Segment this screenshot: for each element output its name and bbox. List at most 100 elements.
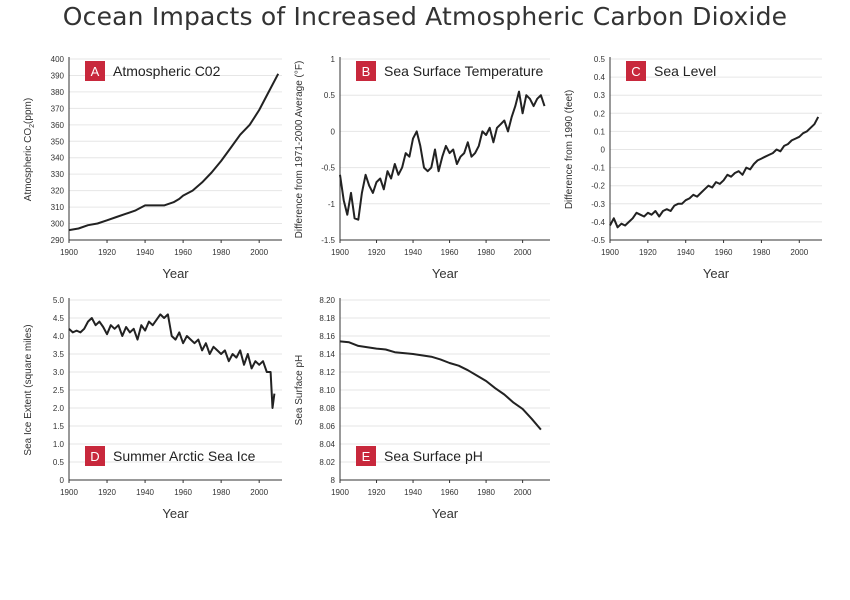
y-tick-label: 350: [51, 137, 65, 146]
y-tick-label: 8.10: [319, 386, 335, 395]
y-tick-label: 380: [51, 88, 65, 97]
panel-title: Atmospheric C02: [113, 63, 221, 79]
y-tick-label: 0.5: [594, 55, 606, 64]
y-tick-label: 340: [51, 154, 65, 163]
y-tick-label: 1: [331, 55, 336, 64]
y-tick-label: 1.0: [53, 440, 65, 449]
y-tick-label: 400: [51, 55, 65, 64]
chart-e: 8 8.02 8.04 8.06 8.08 8.10 8.12 8.14 8.16 8.18 8.2…: [294, 296, 550, 521]
panel-badge: [85, 446, 105, 466]
panel-badge: [356, 446, 376, 466]
x-axis-label: Year: [703, 266, 730, 281]
y-tick-label: 3.5: [53, 350, 65, 359]
x-tick-label: 1960: [715, 248, 733, 257]
x-tick-label: 1960: [441, 248, 459, 257]
y-tick-label: 290: [51, 236, 65, 245]
x-tick-label: 1920: [368, 488, 386, 497]
y-tick-label: 330: [51, 170, 65, 179]
y-tick-label: -0.5: [591, 236, 605, 245]
x-tick-label: 1980: [477, 488, 495, 497]
panel-badge-letter: B: [362, 64, 371, 79]
x-tick-label: 1920: [368, 248, 386, 257]
y-axis-label: Atmospheric CO2(ppm): [23, 98, 36, 201]
panel-badge-letter: E: [362, 449, 371, 464]
y-tick-label: 310: [51, 203, 65, 212]
x-tick-label: 2000: [514, 488, 532, 497]
panel-badge: [85, 61, 105, 81]
y-tick-label: -0.1: [591, 164, 605, 173]
x-tick-label: 1980: [212, 488, 230, 497]
y-tick-label: 8.04: [319, 440, 335, 449]
x-tick-label: 1960: [174, 488, 192, 497]
x-tick-label: 1920: [639, 248, 657, 257]
chart-d: 0 0.5 1.0 1.5 2.0 2.5 3.0 3.5 4.0 4.5 5.0 1900 1920 1…: [23, 296, 282, 521]
y-tick-label: 5.0: [53, 296, 65, 305]
x-tick-label: 1940: [136, 488, 154, 497]
chart-c: -0.5 -0.4 -0.3 -0.2 -0.1 0 0.1 0.2 0.3 0.4 0.5 1900…: [564, 55, 822, 281]
x-tick-label: 1920: [98, 248, 116, 257]
y-tick-label: 4.5: [53, 314, 65, 323]
x-axis-label: Year: [162, 506, 189, 521]
y-tick-label: 8.20: [319, 296, 335, 305]
y-tick-label: 360: [51, 121, 65, 130]
panel-badge-letter: C: [631, 64, 640, 79]
y-tick-label: 0.5: [324, 91, 336, 100]
y-tick-label: 0.3: [594, 91, 606, 100]
y-tick-label: 3.0: [53, 368, 65, 377]
y-tick-label: 2.5: [53, 386, 65, 395]
y-tick-label: 4.0: [53, 332, 65, 341]
panel-badge: [626, 61, 646, 81]
panel-title: Sea Surface Temperature: [384, 63, 543, 79]
y-tick-label: -0.4: [591, 218, 605, 227]
y-tick-label: 0.5: [53, 458, 65, 467]
x-tick-label: 1940: [136, 248, 154, 257]
panel-title: Sea Surface pH: [384, 448, 483, 464]
panel-title: Sea Level: [654, 63, 716, 79]
y-tick-label: 0.1: [594, 127, 606, 136]
y-tick-label: -1: [328, 200, 336, 209]
y-tick-label: 8: [331, 476, 336, 485]
y-axis-label: Sea Surface pH: [294, 355, 305, 426]
chart-a: 290 300 310 320 330 340 350 360 370 380 390 400 1900…: [23, 55, 282, 281]
x-tick-label: 1980: [212, 248, 230, 257]
y-tick-label: 390: [51, 71, 65, 80]
y-tick-label: 8.12: [319, 368, 335, 377]
x-tick-label: 1940: [404, 488, 422, 497]
x-tick-label: 1900: [601, 248, 619, 257]
y-tick-label: -0.2: [591, 182, 605, 191]
y-axis-label: Difference from 1971-2000 Average (°F): [294, 61, 305, 239]
chart-b: -1.5 -1 -0.5 0 0.5 1 1900 1920 1940 1960 1980 2000 Y…: [294, 55, 550, 281]
figure-title: Ocean Impacts of Increased Atmospheric C…: [62, 2, 788, 31]
x-axis-label: Year: [162, 266, 189, 281]
x-tick-label: 1980: [477, 248, 495, 257]
series-line: [68, 73, 280, 232]
x-tick-label: 1920: [98, 488, 116, 497]
y-tick-label: 2.0: [53, 404, 65, 413]
series-line: [339, 340, 542, 431]
y-tick-label: 8.06: [319, 422, 335, 431]
x-tick-label: 1960: [174, 248, 192, 257]
y-tick-label: 0.4: [594, 73, 606, 82]
x-tick-label: 1940: [677, 248, 695, 257]
x-tick-label: 2000: [250, 248, 268, 257]
y-tick-label: 8.08: [319, 404, 335, 413]
x-axis-label: Year: [432, 506, 459, 521]
y-tick-label: 1.5: [53, 422, 65, 431]
x-tick-label: 1900: [60, 488, 78, 497]
y-tick-label: 8.14: [319, 350, 335, 359]
series-line: [339, 90, 546, 221]
panel-badge-letter: D: [90, 449, 99, 464]
x-tick-label: 1900: [331, 488, 349, 497]
x-tick-label: 2000: [790, 248, 808, 257]
series-line: [68, 313, 276, 409]
x-tick-label: 2000: [250, 488, 268, 497]
y-tick-label: 370: [51, 104, 65, 113]
y-tick-label: -0.5: [321, 164, 335, 173]
y-tick-label: 300: [51, 220, 65, 229]
x-tick-label: 1900: [331, 248, 349, 257]
y-tick-label: 8.02: [319, 458, 335, 467]
y-tick-label: 0: [601, 146, 606, 155]
y-tick-label: 320: [51, 187, 65, 196]
y-tick-label: 8.18: [319, 314, 335, 323]
